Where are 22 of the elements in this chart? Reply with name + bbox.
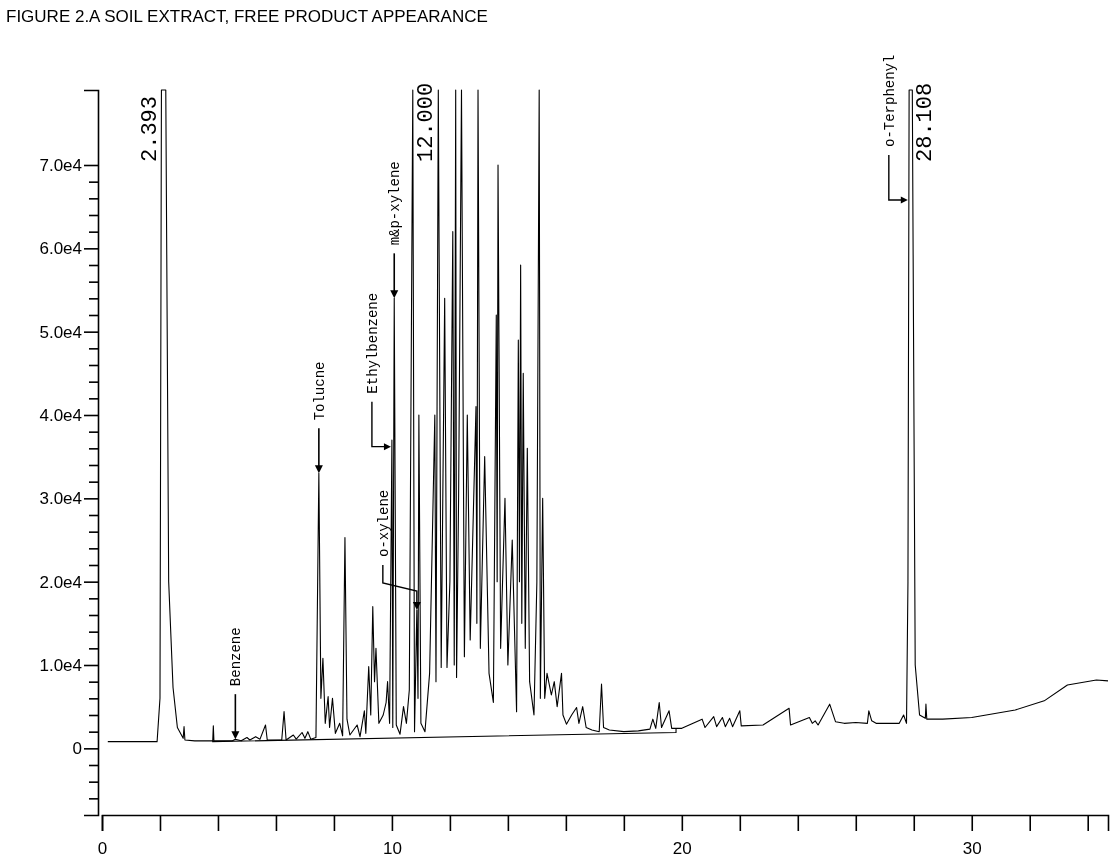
y-tick-label: 6.0e4 — [39, 239, 82, 259]
y-tick-label: 7.0e4 — [39, 155, 82, 175]
annotation: Tolucne — [311, 361, 328, 421]
y-tick-label: 4.0e4 — [39, 405, 82, 425]
y-tick-label: 1.0e4 — [39, 655, 82, 675]
annotation: o-xylene — [375, 489, 392, 557]
annotation: 2.393 — [138, 95, 164, 162]
chart-title: FIGURE 2.A SOIL EXTRACT, FREE PRODUCT APPEARANCE — [6, 7, 488, 26]
annotation: m&p-xylene — [387, 161, 404, 246]
annotation: 12.000 — [414, 82, 440, 162]
annotation: Ethylbenzene — [364, 292, 381, 394]
y-tick-label: 3.0e4 — [39, 489, 82, 509]
annotation: Benzene — [228, 627, 245, 687]
y-tick-label: 5.0e4 — [39, 322, 82, 342]
x-tick-label: 20 — [672, 839, 692, 859]
y-tick-label: 0 — [72, 739, 82, 759]
x-tick-label: 0 — [97, 839, 108, 859]
annotation: 28.108 — [912, 82, 938, 162]
annotation: o-Terphenyl — [881, 54, 898, 147]
x-tick-label: 10 — [382, 839, 402, 859]
y-tick-label: 2.0e4 — [39, 572, 82, 592]
x-tick-label: 30 — [962, 839, 982, 859]
